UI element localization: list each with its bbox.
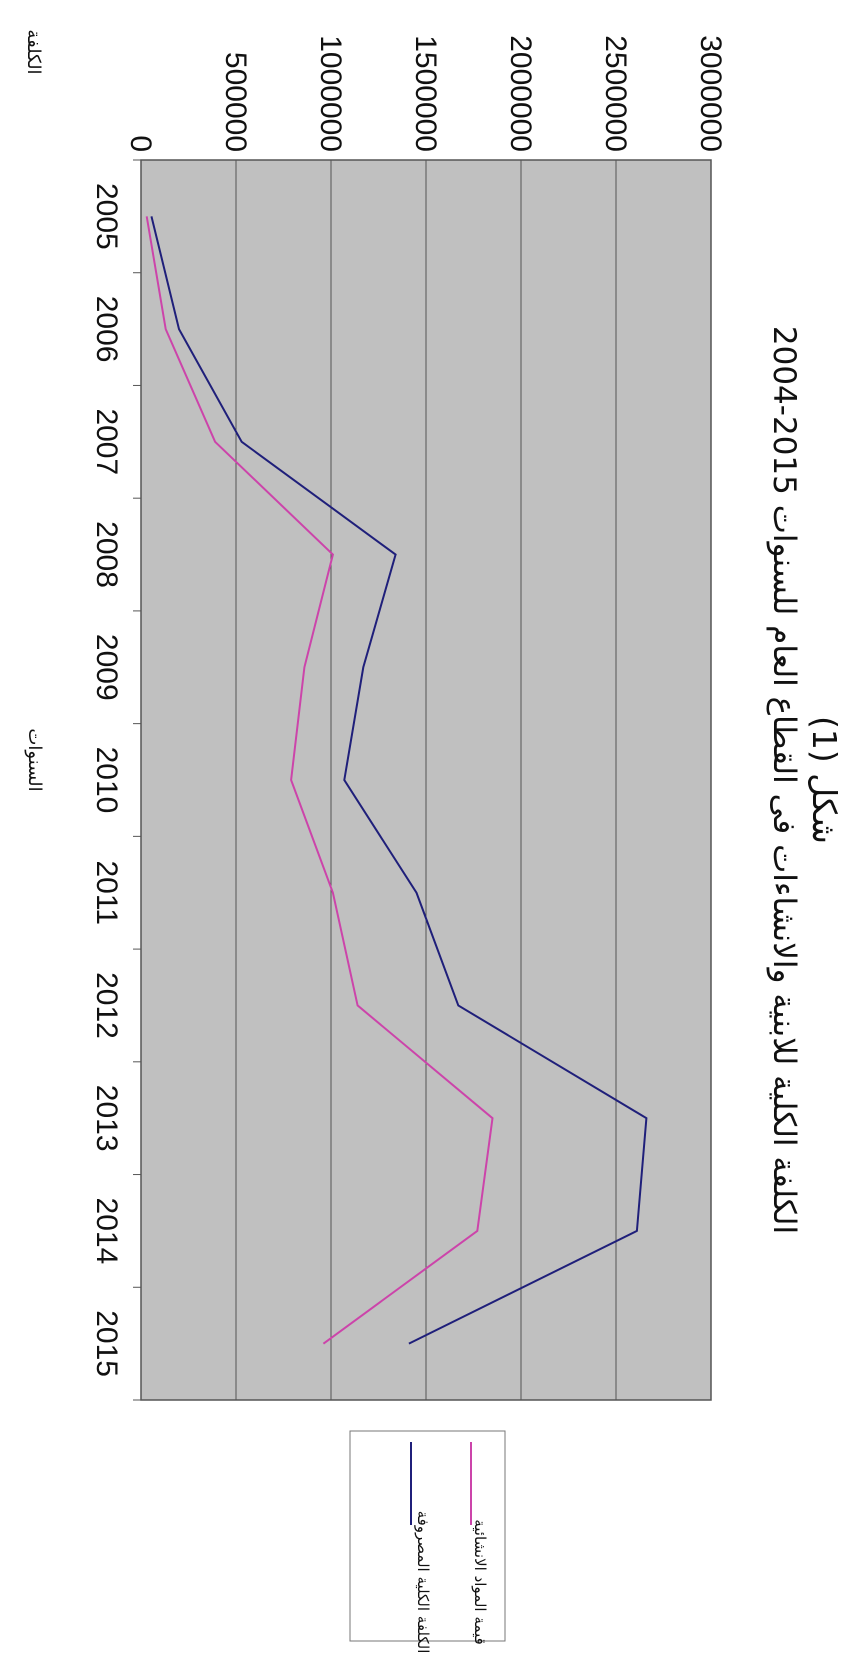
x-tick-label: 2007 bbox=[90, 408, 123, 475]
x-tick-label: 2014 bbox=[90, 1198, 123, 1265]
legend-label-materials: قيمة المواد الانشائية bbox=[471, 1519, 489, 1645]
gridlines bbox=[235, 160, 617, 1400]
x-tick-label: 2015 bbox=[90, 1310, 123, 1377]
chart-title: شكل (1) bbox=[805, 716, 844, 844]
legend-label-total-cost: الكلفة الكلية المصروفة bbox=[414, 1511, 432, 1654]
y-axis-label: الكلفة bbox=[23, 29, 44, 74]
x-tick-label: 2006 bbox=[90, 296, 123, 363]
y-axis-ticks: 0 500000 1000000 1500000 2000000 2500000 30000… bbox=[124, 35, 727, 152]
y-tick-label: 2500000 bbox=[599, 35, 632, 152]
x-tick-label: 2010 bbox=[90, 747, 123, 814]
chart-body: 0 500000 1000000 1500000 2000000 2500000 30000… bbox=[23, 29, 844, 1653]
series-lines bbox=[145, 216, 648, 1345]
series-line-total-cost bbox=[150, 216, 648, 1345]
x-tick-label: 2012 bbox=[90, 972, 123, 1039]
legend-box bbox=[349, 1430, 506, 1642]
series-line-materials bbox=[145, 216, 494, 1345]
y-tick-label: 3000000 bbox=[694, 35, 727, 152]
y-tick-label: 0 bbox=[124, 135, 157, 152]
x-tick-label: 2011 bbox=[90, 860, 123, 925]
x-tick-label: 2008 bbox=[90, 521, 123, 588]
y-tick-label: 2000000 bbox=[504, 35, 537, 152]
y-tick-label: 500000 bbox=[219, 52, 252, 152]
x-tick-label: 2005 bbox=[90, 183, 123, 250]
y-tick-label: 1000000 bbox=[314, 35, 347, 152]
chart-subtitle: الكلفة الكلية للابنية والانشاءات فى القط… bbox=[766, 326, 802, 1234]
x-axis-ticks: 2005 2006 2007 2008 2009 2010 2011 2012 2013 2014… bbox=[90, 159, 141, 1401]
x-tick-label: 2009 bbox=[90, 634, 123, 701]
x-axis-label: السنوات bbox=[24, 728, 45, 791]
x-tick-label: 2013 bbox=[90, 1085, 123, 1152]
y-tick-label: 1500000 bbox=[409, 35, 442, 152]
legend: الكلفة الكلية المصروفة قيمة المواد الانش… bbox=[349, 1430, 506, 1654]
